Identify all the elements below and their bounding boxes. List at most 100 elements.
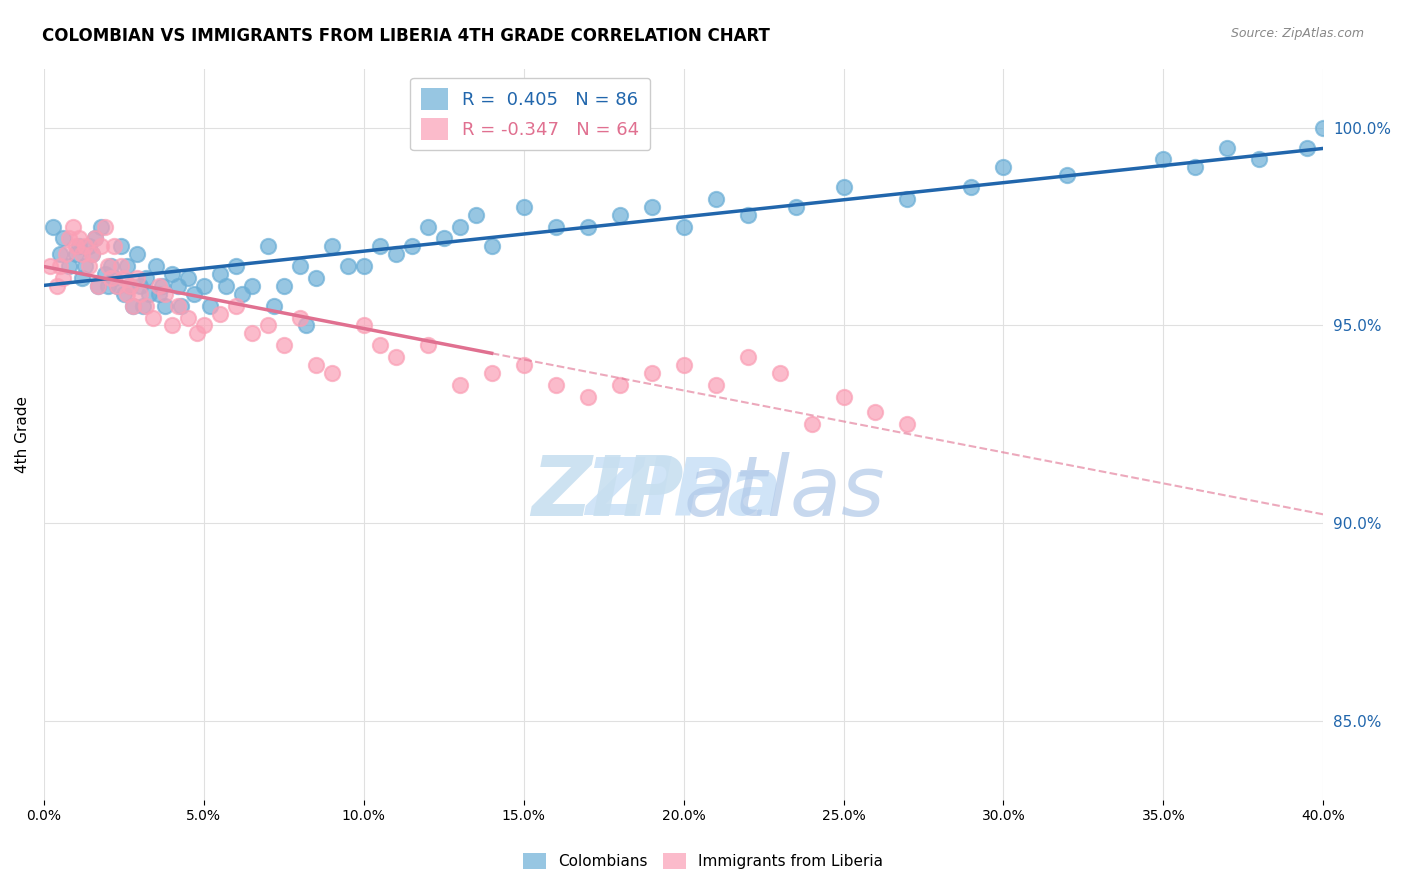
Point bbox=[58, 259, 80, 273]
Point bbox=[609, 377, 631, 392]
Y-axis label: 4th Grade: 4th Grade bbox=[15, 396, 30, 473]
Point bbox=[167, 279, 190, 293]
Point bbox=[128, 286, 150, 301]
Point bbox=[1249, 153, 1271, 167]
Point bbox=[62, 219, 84, 234]
Point bbox=[960, 180, 983, 194]
Point bbox=[39, 259, 62, 273]
Text: atlas: atlas bbox=[683, 452, 886, 533]
Point bbox=[672, 358, 695, 372]
Point bbox=[167, 299, 190, 313]
Point bbox=[110, 259, 132, 273]
Point bbox=[155, 286, 177, 301]
Point bbox=[52, 231, 75, 245]
Point bbox=[609, 208, 631, 222]
Point bbox=[103, 239, 125, 253]
Point bbox=[93, 267, 115, 281]
Point bbox=[433, 231, 456, 245]
Point bbox=[225, 259, 247, 273]
Point bbox=[215, 279, 238, 293]
Point bbox=[49, 247, 72, 261]
Point bbox=[90, 239, 112, 253]
Point bbox=[704, 377, 727, 392]
Point bbox=[800, 417, 823, 432]
Point bbox=[993, 161, 1015, 175]
Point bbox=[1296, 140, 1319, 154]
Point bbox=[103, 271, 125, 285]
Point bbox=[100, 271, 122, 285]
Point bbox=[512, 358, 534, 372]
Point bbox=[148, 279, 170, 293]
Point bbox=[321, 366, 343, 380]
Point bbox=[87, 279, 110, 293]
Point bbox=[305, 271, 328, 285]
Point bbox=[336, 259, 359, 273]
Point bbox=[107, 279, 129, 293]
Point bbox=[295, 318, 318, 333]
Legend: Colombians, Immigrants from Liberia: Colombians, Immigrants from Liberia bbox=[517, 847, 889, 875]
Point bbox=[112, 271, 135, 285]
Point bbox=[115, 286, 138, 301]
Point bbox=[416, 219, 439, 234]
Point bbox=[353, 318, 375, 333]
Point bbox=[72, 271, 94, 285]
Point bbox=[737, 208, 759, 222]
Point bbox=[125, 271, 148, 285]
Point bbox=[120, 279, 142, 293]
Point bbox=[1184, 161, 1206, 175]
Point bbox=[120, 279, 142, 293]
Point bbox=[640, 366, 662, 380]
Point bbox=[896, 417, 918, 432]
Point bbox=[67, 239, 90, 253]
Point bbox=[785, 200, 807, 214]
Text: COLOMBIAN VS IMMIGRANTS FROM LIBERIA 4TH GRADE CORRELATION CHART: COLOMBIAN VS IMMIGRANTS FROM LIBERIA 4TH… bbox=[42, 27, 770, 45]
Point bbox=[865, 405, 887, 419]
Point bbox=[256, 239, 278, 253]
Point bbox=[368, 239, 391, 253]
Point bbox=[640, 200, 662, 214]
Point bbox=[321, 239, 343, 253]
Point bbox=[544, 219, 567, 234]
Point bbox=[65, 247, 87, 261]
Point bbox=[1376, 140, 1399, 154]
Point bbox=[115, 259, 138, 273]
Point bbox=[240, 279, 263, 293]
Point bbox=[84, 231, 107, 245]
Point bbox=[896, 192, 918, 206]
Point bbox=[122, 299, 145, 313]
Point bbox=[288, 310, 311, 325]
Point bbox=[200, 299, 222, 313]
Point bbox=[45, 279, 67, 293]
Point bbox=[1152, 153, 1174, 167]
Point bbox=[288, 259, 311, 273]
Point bbox=[148, 286, 170, 301]
Point bbox=[1056, 168, 1078, 182]
Point bbox=[97, 259, 120, 273]
Point bbox=[256, 318, 278, 333]
Point bbox=[737, 350, 759, 364]
Point bbox=[449, 377, 471, 392]
Point bbox=[305, 358, 328, 372]
Point bbox=[704, 192, 727, 206]
Point bbox=[128, 279, 150, 293]
Point bbox=[135, 299, 157, 313]
Point bbox=[72, 247, 94, 261]
Point bbox=[193, 318, 215, 333]
Point bbox=[155, 299, 177, 313]
Point bbox=[177, 310, 200, 325]
Point bbox=[112, 286, 135, 301]
Point bbox=[1312, 120, 1334, 135]
Point bbox=[107, 279, 129, 293]
Point bbox=[75, 239, 97, 253]
Point bbox=[240, 326, 263, 341]
Point bbox=[449, 219, 471, 234]
Point bbox=[225, 299, 247, 313]
Point bbox=[77, 259, 100, 273]
Point bbox=[186, 326, 208, 341]
Point bbox=[1216, 140, 1239, 154]
Point bbox=[768, 366, 790, 380]
Point bbox=[193, 279, 215, 293]
Point bbox=[55, 247, 77, 261]
Point bbox=[160, 267, 183, 281]
Point bbox=[135, 271, 157, 285]
